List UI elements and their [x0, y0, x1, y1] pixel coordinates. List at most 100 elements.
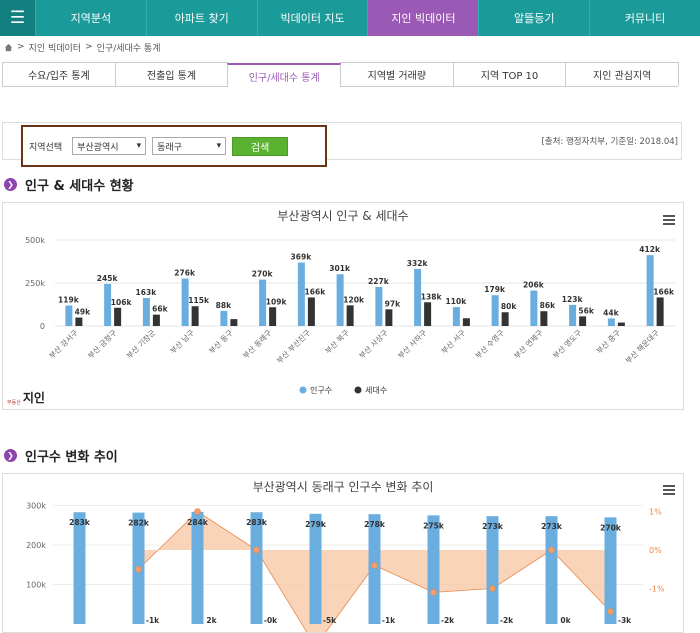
tab-top10[interactable]: 지역 TOP 10	[453, 62, 567, 86]
population-data-label: 245k	[97, 274, 119, 283]
population-data-label: 227k	[368, 277, 390, 286]
region1-select[interactable]: 부산광역시▾	[72, 137, 146, 155]
household-data-label: 56k	[578, 306, 594, 315]
household-bar	[75, 318, 82, 326]
population-bar	[74, 512, 86, 624]
change-data-label: -1k	[146, 616, 160, 625]
nav-item-community[interactable]: 커뮤니티	[590, 0, 700, 36]
x-tick-label: 부산 수영구	[473, 327, 506, 360]
household-data-label: 106k	[111, 298, 133, 307]
household-bar	[114, 308, 121, 326]
nav-item-bigdata-map[interactable]: 빅데이터 지도	[258, 0, 369, 36]
nav-item-apartment-search[interactable]: 아파트 찾기	[147, 0, 258, 36]
region-selector: 지역선택 부산광역시▾ 동래구▾ 검색	[21, 125, 327, 167]
population-data-label: 273k	[541, 522, 563, 531]
change-point	[136, 566, 142, 572]
change-point	[254, 547, 260, 553]
x-tick-label: 부산 금정구	[85, 327, 118, 360]
household-bar	[463, 318, 470, 326]
population-data-label: 369k	[291, 253, 313, 262]
change-data-label: -1k	[382, 616, 396, 625]
x-tick-label: 부산 남구	[168, 327, 196, 355]
nav-item-registry[interactable]: 알뜰등기	[479, 0, 590, 36]
population-bar	[530, 291, 537, 326]
population-data-label: 270k	[600, 523, 622, 532]
population-data-label: 412k	[639, 245, 661, 254]
household-bar	[502, 312, 509, 326]
household-bar	[540, 311, 547, 326]
y2-tick-label: 1%	[649, 508, 662, 517]
section-title-population-trend: ❯ 인구수 변화 추이	[4, 446, 118, 465]
change-data-label: -3k	[618, 616, 632, 625]
search-button[interactable]: 검색	[232, 137, 288, 156]
y-tick-label: 250k	[25, 279, 45, 288]
home-icon[interactable]	[4, 43, 13, 52]
household-bar	[269, 307, 276, 326]
household-data-label: 115k	[188, 296, 210, 305]
population-bar	[310, 514, 322, 624]
stats-tabs: 수요/입주 통계 전출입 통계 인구/세대수 통계 지역별 거래량 지역 TOP…	[2, 62, 678, 87]
population-data-label: 123k	[562, 295, 584, 304]
household-bar	[424, 302, 431, 326]
x-tick-label: 부산 영도구	[550, 327, 583, 360]
region2-select[interactable]: 동래구▾	[152, 137, 226, 155]
population-data-label: 278k	[364, 520, 386, 529]
population-data-label: 119k	[58, 296, 80, 305]
change-data-label: -2k	[500, 616, 514, 625]
population-data-label: 284k	[187, 518, 209, 527]
nav-item-jiin-bigdata[interactable]: 지인 빅데이터	[368, 0, 479, 36]
breadcrumb-item[interactable]: 지인 빅데이터	[29, 41, 82, 54]
x-tick-label: 부산 중구	[594, 327, 622, 355]
population-bar	[569, 305, 576, 326]
tab-population[interactable]: 인구/세대수 통계	[227, 63, 341, 87]
population-bar	[251, 512, 263, 624]
population-data-label: 163k	[136, 288, 158, 297]
x-tick-label: 부산 해운대구	[623, 327, 661, 365]
household-bar	[153, 315, 160, 326]
population-bar	[605, 517, 617, 624]
breadcrumb-current: 인구/세대수 통계	[97, 41, 161, 54]
caret-down-icon: ▾	[217, 141, 222, 151]
top-nav: ☰ 지역분석 아파트 찾기 빅데이터 지도 지인 빅데이터 알뜰등기 커뮤니티	[0, 0, 700, 36]
change-point	[372, 562, 378, 568]
change-data-label: -2k	[441, 616, 455, 625]
nav-item-region-analysis[interactable]: 지역분석	[36, 0, 147, 36]
household-bar	[347, 305, 354, 326]
change-data-label: 0k	[560, 616, 571, 625]
population-bar	[375, 287, 382, 326]
change-data-label: -0k	[264, 616, 278, 625]
tab-demand-supply[interactable]: 수요/입주 통계	[2, 62, 116, 86]
household-bar	[579, 316, 586, 326]
population-bar	[220, 311, 227, 326]
population-data-label: 283k	[246, 518, 268, 527]
x-tick-label: 부산 동구	[207, 327, 235, 355]
chevron-right-icon: ❯	[4, 449, 17, 462]
hamburger-icon[interactable]: ☰	[0, 0, 36, 36]
population-bar	[369, 514, 381, 624]
population-data-label: 88k	[216, 301, 232, 310]
population-data-label: 206k	[523, 281, 545, 290]
household-data-label: 97k	[385, 299, 401, 308]
population-data-label: 279k	[305, 520, 327, 529]
household-bar	[192, 306, 199, 326]
y2-tick-label: 0%	[649, 546, 662, 555]
y-tick-label: 200k	[26, 541, 46, 550]
population-bar	[492, 295, 499, 326]
population-data-label: 275k	[423, 521, 445, 530]
household-bar	[618, 323, 625, 326]
x-tick-label: 부산 기장군	[124, 327, 157, 360]
household-data-label: 66k	[152, 305, 168, 314]
tab-transactions[interactable]: 지역별 거래량	[340, 62, 454, 86]
tab-favorites[interactable]: 지인 관심지역	[565, 62, 679, 86]
tab-migration[interactable]: 전출입 통계	[115, 62, 229, 86]
x-tick-label: 부산 북구	[323, 327, 351, 355]
chevron-right-icon: ❯	[4, 178, 17, 191]
household-data-label: 80k	[501, 302, 517, 311]
legend-marker-population	[300, 387, 307, 394]
x-tick-label: 부산 부산진구	[274, 327, 312, 365]
change-point	[431, 589, 437, 595]
